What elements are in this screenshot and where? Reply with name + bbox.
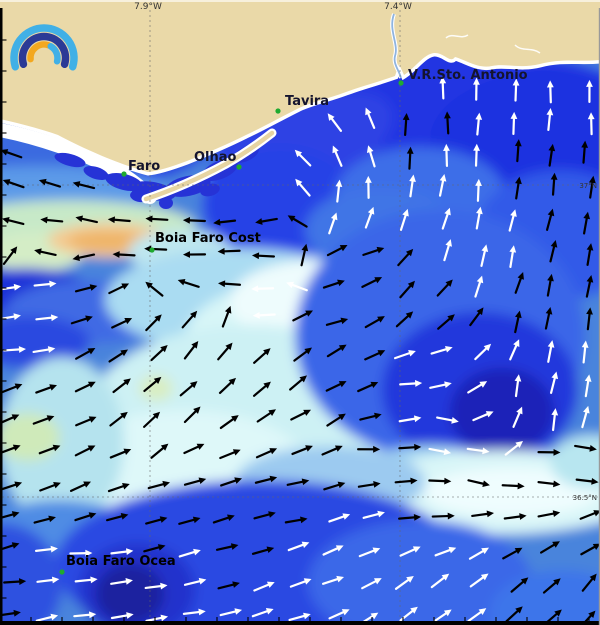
- place-label: Tavira: [285, 94, 329, 109]
- lagoon-water: [54, 152, 86, 168]
- place-label: Olhao: [194, 150, 237, 165]
- latitude-label: 36.5°N: [573, 494, 597, 502]
- creek: [445, 34, 469, 39]
- place-marker-dot: [121, 171, 127, 177]
- frame-left: [0, 8, 3, 625]
- buoy-label: Boia Faro Cost: [155, 231, 261, 246]
- creek: [514, 44, 541, 54]
- frame-bottom: [0, 621, 600, 625]
- lagoon-water: [200, 183, 220, 197]
- logo-arc: [27, 41, 52, 63]
- logo-arc: [47, 43, 61, 65]
- logo-arc: [10, 24, 78, 71]
- place-label: V.R.Sto. Antonio: [408, 68, 528, 83]
- graticule: [2, 10, 598, 621]
- place-label: Faro: [128, 159, 160, 174]
- lagoon-water: [83, 166, 109, 180]
- buoy-marker-dot: [59, 569, 65, 575]
- labels-layer: Faro Olhao Tavira V.R.Sto. Antonio Boia Faro…: [59, 2, 597, 575]
- buoy-label: Boia Faro Ocea: [66, 554, 176, 569]
- place-marker-dot: [236, 164, 242, 170]
- longitude-label: 7.9°W: [134, 2, 162, 12]
- coastline-and-land: [0, 0, 600, 209]
- place-marker-dot: [275, 108, 281, 114]
- place-marker-dot: [398, 80, 404, 86]
- buoy-marker-dot: [149, 247, 155, 253]
- lagoon-water: [159, 197, 173, 209]
- logo-arc: [18, 32, 70, 69]
- latitude-label: 37°N: [579, 182, 597, 190]
- rainbow-logo: [10, 24, 78, 71]
- frame-right: [598, 8, 600, 625]
- arrow-field-layer: [0, 76, 600, 625]
- river: [391, 13, 402, 79]
- longitude-label: 7.4°W: [384, 2, 412, 12]
- land: [0, 0, 600, 172]
- barrier-island: [143, 130, 275, 202]
